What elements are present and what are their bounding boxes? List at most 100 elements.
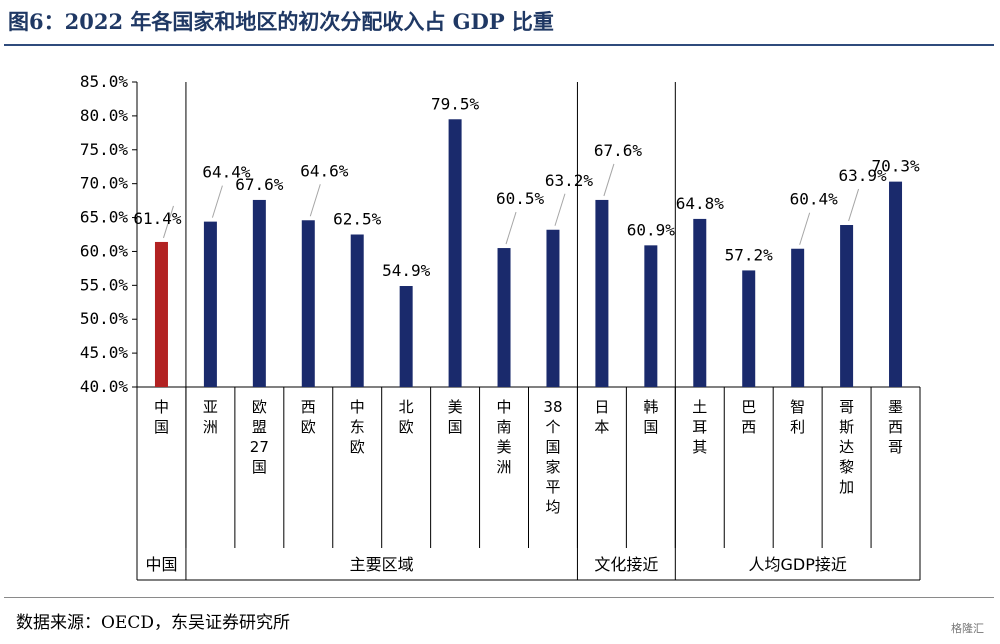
x-tick-label: 欧 bbox=[301, 418, 316, 436]
y-tick-label: 85.0% bbox=[80, 72, 129, 91]
y-tick-label: 55.0% bbox=[80, 275, 129, 294]
leader-line bbox=[603, 163, 615, 197]
group-label: 中国 bbox=[145, 555, 177, 574]
y-tick-label: 60.0% bbox=[80, 241, 129, 260]
bar bbox=[644, 245, 658, 387]
y-tick-label: 40.0% bbox=[80, 377, 129, 396]
bar bbox=[595, 199, 609, 387]
bar bbox=[889, 181, 903, 387]
x-tick-label: 盟 bbox=[252, 418, 267, 436]
x-tick-label: 洲 bbox=[203, 418, 218, 436]
leader-line bbox=[799, 212, 811, 245]
data-label: 54.9% bbox=[382, 261, 431, 280]
x-tick-label: 西 bbox=[741, 418, 756, 436]
y-tick-label: 75.0% bbox=[80, 140, 129, 159]
x-tick-label: 亚 bbox=[203, 398, 218, 416]
data-label: 64.8% bbox=[676, 194, 725, 213]
x-tick-label: 均 bbox=[545, 498, 560, 516]
x-tick-label: 27 bbox=[250, 438, 269, 456]
x-tick-label: 欧 bbox=[252, 398, 267, 416]
x-tick-label: 个 bbox=[545, 418, 560, 436]
group-label: 主要区域 bbox=[350, 555, 414, 574]
x-tick-label: 黎 bbox=[839, 458, 854, 476]
x-tick-label: 加 bbox=[839, 478, 854, 496]
data-label: 62.5% bbox=[333, 210, 382, 229]
source-note: 数据来源：OECD，东吴证券研究所 bbox=[16, 613, 290, 633]
data-label: 63.9% bbox=[839, 166, 888, 185]
y-tick-label: 80.0% bbox=[80, 106, 129, 125]
x-tick-label: 家 bbox=[545, 458, 560, 476]
y-tick-label: 70.0% bbox=[80, 174, 129, 193]
x-tick-label: 欧 bbox=[350, 438, 365, 456]
x-tick-label: 国 bbox=[643, 418, 658, 436]
x-tick-label: 西 bbox=[301, 398, 316, 416]
x-tick-label: 国 bbox=[545, 438, 560, 456]
x-tick-label: 美 bbox=[497, 438, 512, 456]
data-label: 70.3% bbox=[871, 157, 920, 176]
x-tick-label: 达 bbox=[839, 438, 854, 456]
bar bbox=[399, 286, 413, 387]
x-tick-label: 巴 bbox=[741, 398, 756, 416]
x-tick-label: 美 bbox=[448, 398, 463, 416]
x-tick-label: 平 bbox=[545, 478, 560, 496]
data-label: 67.6% bbox=[235, 175, 284, 194]
bar bbox=[840, 225, 854, 387]
leader-line bbox=[162, 205, 174, 239]
data-label: 60.9% bbox=[627, 220, 676, 239]
x-tick-label: 土 bbox=[692, 398, 707, 416]
data-label: 60.4% bbox=[790, 190, 839, 209]
x-tick-label: 墨 bbox=[888, 398, 903, 416]
data-label: 67.6% bbox=[594, 141, 643, 160]
x-tick-label: 洲 bbox=[497, 458, 512, 476]
figure-title: 图6：2022 年各国家和地区的初次分配收入占 GDP 比重 bbox=[8, 9, 554, 34]
x-tick-label: 斯 bbox=[839, 418, 854, 436]
data-label: 63.2% bbox=[545, 171, 594, 190]
bar-chart: 40.0% 45.0% 50.0% 55.0% 60.0% 65.0% 70.0% 75.0%… bbox=[80, 72, 921, 581]
x-tick-label: 国 bbox=[154, 418, 169, 436]
bar bbox=[791, 248, 805, 387]
group-label: 文化接近 bbox=[594, 555, 658, 574]
x-tick-label: 38 bbox=[543, 398, 562, 416]
bar bbox=[742, 270, 756, 387]
x-tick-label: 耳 bbox=[692, 418, 707, 436]
x-tick-label: 欧 bbox=[399, 418, 414, 436]
x-tick-label: 南 bbox=[497, 418, 512, 436]
x-tick-label: 韩 bbox=[643, 398, 658, 416]
watermark-logo: 格隆汇 bbox=[951, 622, 984, 635]
bar bbox=[546, 229, 560, 387]
leader-line bbox=[211, 185, 223, 218]
x-tick-label: 西 bbox=[888, 418, 903, 436]
x-tick-label: 国 bbox=[448, 418, 463, 436]
title-rule bbox=[4, 44, 994, 46]
leader-line bbox=[554, 193, 566, 226]
x-tick-label: 其 bbox=[692, 438, 707, 456]
x-tick-label: 国 bbox=[252, 458, 267, 476]
bar bbox=[693, 218, 707, 387]
x-tick-label: 哥 bbox=[839, 398, 854, 416]
data-label: 57.2% bbox=[725, 245, 774, 264]
bar bbox=[448, 119, 462, 388]
x-tick-label: 本 bbox=[594, 418, 609, 436]
bar bbox=[497, 248, 511, 387]
footer-rule bbox=[4, 597, 994, 598]
x-tick-label: 中 bbox=[350, 398, 365, 416]
bar bbox=[252, 199, 266, 387]
leader-line bbox=[505, 211, 517, 245]
bar bbox=[203, 221, 217, 387]
x-tick-label: 智 bbox=[790, 398, 805, 416]
data-label: 60.5% bbox=[496, 189, 545, 208]
y-tick-label: 50.0% bbox=[80, 309, 129, 328]
data-label: 79.5% bbox=[431, 94, 480, 113]
x-tick-label: 中 bbox=[154, 398, 169, 416]
leader-line bbox=[848, 188, 860, 222]
bar bbox=[350, 234, 364, 387]
group-label: 人均GDP接近 bbox=[748, 555, 846, 574]
y-tick-label: 65.0% bbox=[80, 208, 129, 227]
bar bbox=[301, 220, 315, 387]
leader-line bbox=[309, 184, 321, 217]
data-label: 64.6% bbox=[300, 161, 349, 180]
bar bbox=[154, 241, 168, 387]
x-tick-label: 哥 bbox=[888, 438, 903, 456]
y-tick-label: 45.0% bbox=[80, 343, 129, 362]
